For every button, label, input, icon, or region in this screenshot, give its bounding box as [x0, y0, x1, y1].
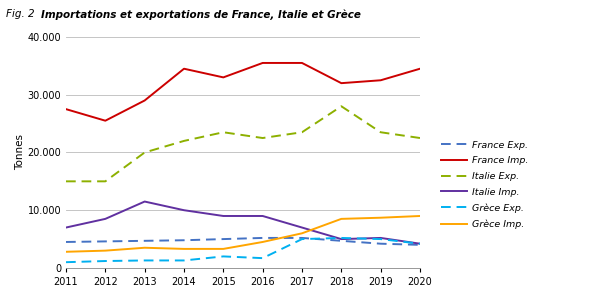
Text: Importations et exportations de France, Italie et Grèce: Importations et exportations de France, …: [41, 9, 361, 20]
Y-axis label: Tonnes: Tonnes: [14, 135, 25, 170]
Legend: France Exp., France Imp., Italie Exp., Italie Imp., Grèce Exp., Grèce Imp.: France Exp., France Imp., Italie Exp., I…: [437, 137, 532, 233]
Text: Fig. 2: Fig. 2: [6, 9, 38, 19]
